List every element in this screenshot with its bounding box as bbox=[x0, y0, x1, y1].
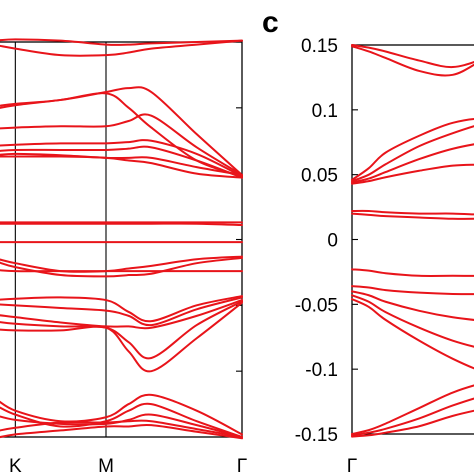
band-line bbox=[351, 397, 474, 437]
band-line bbox=[351, 285, 474, 296]
y-tick-label: 0.05 bbox=[301, 166, 338, 187]
band-line bbox=[0, 413, 243, 438]
band-line bbox=[0, 419, 243, 438]
band-line bbox=[0, 256, 243, 278]
band-line bbox=[351, 117, 474, 181]
band-line bbox=[0, 402, 243, 438]
band-line bbox=[0, 423, 243, 440]
band-line bbox=[351, 163, 474, 185]
band-line bbox=[0, 222, 243, 227]
band-line bbox=[351, 125, 474, 183]
y-tick-label: -0.1 bbox=[305, 360, 338, 381]
x-tick-label: K bbox=[9, 456, 22, 474]
x-tick-label: Γ bbox=[347, 456, 357, 474]
band-line bbox=[351, 209, 474, 216]
band-line bbox=[351, 143, 474, 184]
band-line bbox=[351, 294, 474, 348]
band-line bbox=[0, 113, 243, 176]
band-line bbox=[0, 299, 243, 330]
band-line bbox=[0, 301, 243, 373]
band-line bbox=[351, 298, 474, 370]
band-line bbox=[0, 295, 243, 323]
band-line bbox=[351, 44, 474, 69]
band-line bbox=[0, 139, 243, 178]
band-line bbox=[0, 393, 243, 436]
y-tick-label: 0.15 bbox=[301, 36, 338, 57]
band-line bbox=[351, 212, 474, 220]
band-line bbox=[0, 296, 243, 327]
band-line bbox=[351, 409, 474, 438]
band-line bbox=[0, 145, 243, 179]
band-line bbox=[351, 384, 474, 435]
band-line bbox=[0, 38, 243, 46]
band-line bbox=[0, 86, 243, 176]
panel-letter: c bbox=[262, 6, 279, 39]
y-tick-label: -0.05 bbox=[295, 295, 338, 316]
band-line bbox=[0, 255, 243, 273]
y-tick-label: 0 bbox=[327, 231, 338, 252]
band-line bbox=[0, 269, 243, 273]
band-line bbox=[351, 268, 474, 277]
x-tick-label: Γ bbox=[237, 456, 247, 474]
band-line bbox=[0, 92, 243, 178]
right-band-panel: 0.15 0.1 0.05 0 -0.05 -0.1 -0.15 Γc bbox=[262, 6, 474, 474]
y-tick-label: -0.15 bbox=[295, 425, 338, 446]
band-line bbox=[0, 39, 243, 57]
band-line bbox=[0, 155, 243, 179]
band-line bbox=[351, 290, 474, 321]
x-tick-label: M bbox=[98, 456, 114, 474]
y-tick-label: 0.1 bbox=[312, 101, 338, 122]
band-line bbox=[351, 45, 474, 77]
plot-frame bbox=[351, 44, 474, 435]
